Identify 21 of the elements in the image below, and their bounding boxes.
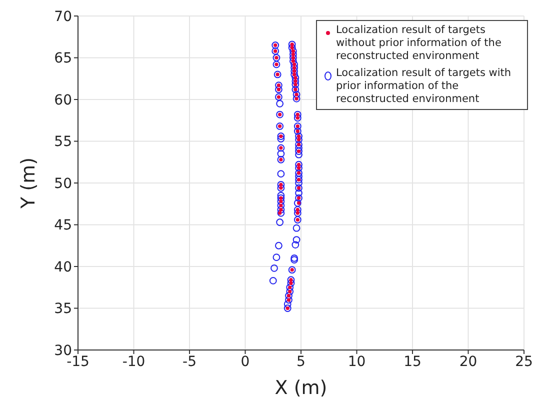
- x-tick-label: -10: [122, 354, 146, 370]
- y-tick-label: 55: [54, 134, 72, 150]
- y-tick-label: 30: [54, 342, 72, 359]
- x-axis-title: X (m): [274, 377, 328, 399]
- legend-label: Localization result of targets with prior information of the reconstructed environment: [336, 67, 512, 106]
- x-tick-label: 20: [459, 354, 478, 370]
- x-tick-label: 10: [348, 354, 366, 370]
- y-tick-label: 70: [54, 8, 72, 25]
- y-tick-label: 40: [54, 259, 72, 276]
- y-tick-label: 45: [54, 218, 72, 234]
- legend-label: Localization result of targets without prior information of the reconstructed environment: [336, 24, 502, 63]
- y-tick-label: 35: [54, 301, 72, 318]
- x-tick-label: 15: [404, 354, 422, 370]
- x-tick-label: 25: [515, 354, 533, 370]
- x-tick-label: -5: [182, 354, 196, 370]
- y-axis-title: Y (m): [18, 158, 40, 210]
- y-tick-label: 50: [54, 176, 72, 192]
- y-tick-label: 65: [54, 50, 72, 67]
- y-tick-label: 60: [54, 92, 72, 108]
- x-tick-label: 0: [240, 354, 250, 370]
- x-tick-label: 5: [296, 354, 306, 370]
